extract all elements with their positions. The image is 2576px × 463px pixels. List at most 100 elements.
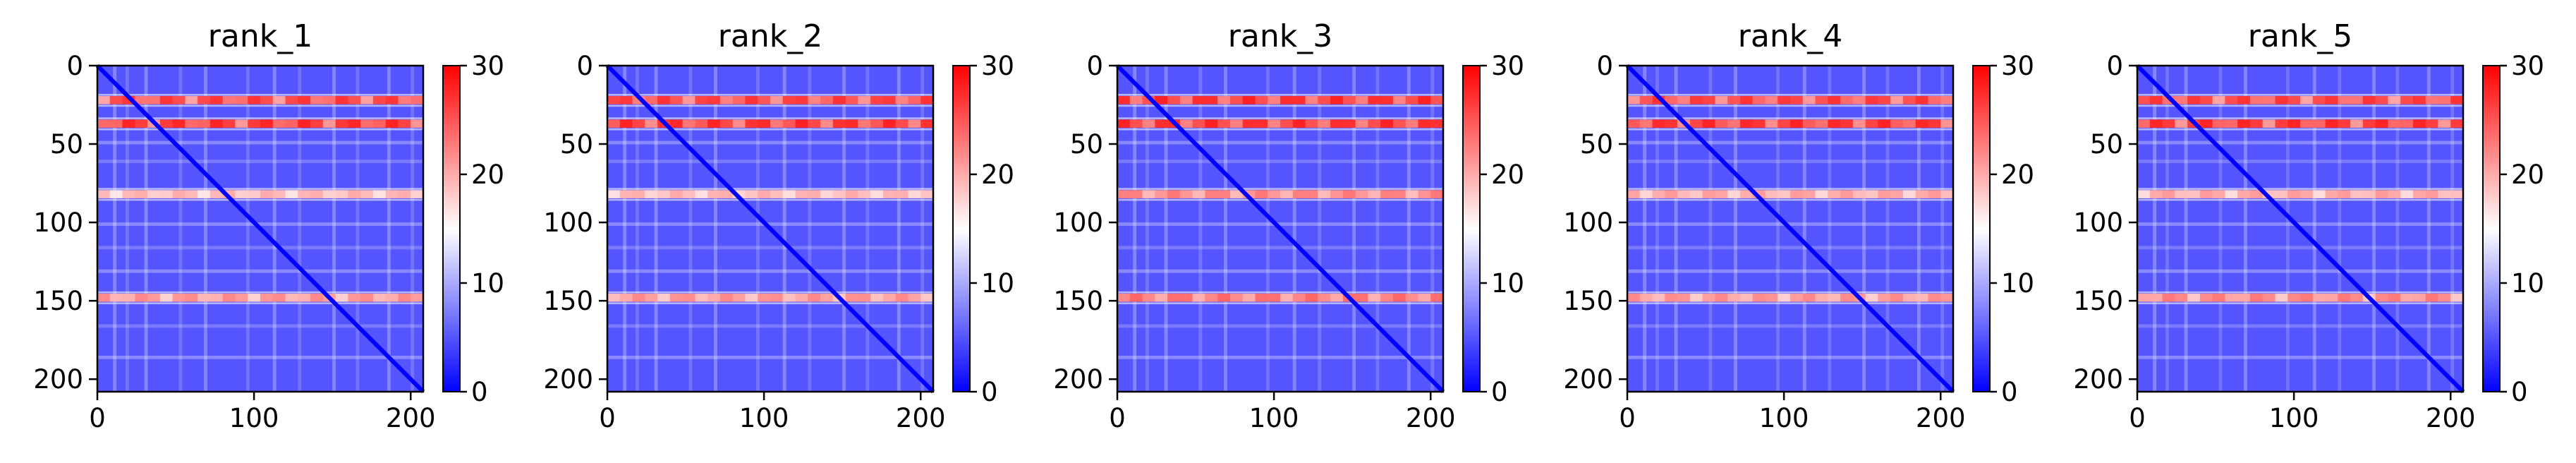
hot-band-cell <box>895 190 909 198</box>
hot-band-cell <box>2137 293 2151 302</box>
heatmap-streak <box>1734 66 1737 392</box>
hot-band-halo <box>607 291 933 294</box>
hot-band-cell <box>669 293 684 302</box>
hot-band-cell <box>2450 293 2464 302</box>
hot-band-halo <box>1117 93 1443 96</box>
hot-band-cell <box>908 96 921 104</box>
heatmap-streak <box>1145 66 1149 392</box>
heatmap-streak <box>411 66 415 392</box>
heatmap-streak <box>1627 246 1953 250</box>
x-tick-label: 0 <box>599 403 616 433</box>
hot-band-cell <box>1205 96 1218 104</box>
hot-band-cell <box>1902 190 1916 198</box>
colorbar-tick-label: 20 <box>471 160 504 190</box>
hot-band-halo <box>2137 93 2463 96</box>
hot-band-cell <box>1890 119 1904 128</box>
y-tick-label: 50 <box>560 129 593 160</box>
hot-band-cell <box>222 190 236 198</box>
hot-band-cell <box>2300 96 2314 104</box>
hot-band-cell <box>172 293 186 302</box>
hot-band-cell <box>1915 293 1928 302</box>
hot-band-cell <box>645 119 658 128</box>
hot-band-cell <box>1765 96 1778 104</box>
hot-band-cell <box>122 293 135 302</box>
hot-band-cell <box>2199 119 2213 128</box>
hot-band-cell <box>657 190 671 198</box>
hot-band-cell <box>632 119 645 128</box>
y-tick-label: 200 <box>2073 364 2123 395</box>
hot-band-cell <box>248 190 261 198</box>
hot-band-cell <box>1217 119 1231 128</box>
hot-band-cell <box>298 190 311 198</box>
hot-band-cell <box>398 96 411 104</box>
hot-band-cell <box>1778 119 1791 128</box>
hot-band-cell <box>2237 119 2251 128</box>
hot-band-cell <box>2425 96 2438 104</box>
heatmap-streak <box>1164 66 1168 392</box>
hot-band <box>1627 188 1954 201</box>
hot-band-cell <box>845 190 858 198</box>
hot-band-cell <box>2137 119 2151 128</box>
hot-band-cell <box>845 293 858 302</box>
chart-title: rank_1 <box>208 18 312 54</box>
hot-band-cell <box>808 190 821 198</box>
hot-band-cell <box>1865 119 1878 128</box>
hot-band-cell <box>159 293 174 302</box>
hot-band-cell <box>310 293 324 302</box>
hot-band-cell <box>2249 119 2264 128</box>
hot-band-cell <box>97 293 111 302</box>
hot-band-cell <box>298 293 311 302</box>
x-tick-label: 100 <box>1759 403 1809 433</box>
heatmap-streak <box>2218 66 2223 392</box>
hot-band-cell <box>1330 190 1344 198</box>
plot-frame <box>96 64 425 393</box>
y-tick-label: 50 <box>50 129 83 160</box>
hot-band-cell <box>1828 190 1841 198</box>
hot-band-cell <box>1778 96 1791 104</box>
heatmap-streak <box>97 246 423 250</box>
heatmap-streak <box>1117 246 1443 250</box>
colorbar-tick-label: 0 <box>2001 377 2018 407</box>
hot-band-cell <box>97 96 111 104</box>
heatmap-streak <box>2137 269 2463 273</box>
hot-band <box>97 188 424 201</box>
hot-band-halo <box>1627 198 1953 201</box>
hot-band-cell <box>272 119 286 128</box>
hot-band-cell <box>1268 96 1281 104</box>
heatmap-streak <box>2338 66 2342 392</box>
heatmap-streak <box>1802 66 1806 392</box>
hot-band-cell <box>1405 119 1418 128</box>
hot-band-cell <box>1665 119 1678 128</box>
hot-band-cell <box>172 119 186 128</box>
hot-band-cell <box>832 119 846 128</box>
hot-band-halo <box>1627 302 1953 305</box>
hot-band-cell <box>2412 119 2426 128</box>
heatmap-streak <box>125 66 129 392</box>
x-tick-label: 200 <box>896 403 946 433</box>
hot-band-cell <box>1155 96 1168 104</box>
hot-band-cell <box>1915 119 1928 128</box>
hot-band-cell <box>1318 293 1331 302</box>
hot-band-cell <box>1739 293 1754 302</box>
colorbar <box>2483 66 2500 392</box>
heatmap-streak <box>1117 324 1443 328</box>
hot-band-cell <box>1928 190 1941 198</box>
hot-band-cell <box>758 190 771 198</box>
hot-band-cell <box>1828 293 1841 302</box>
hot-band <box>2137 117 2464 131</box>
y-tick-label: 200 <box>1563 364 1613 395</box>
hot-band-cell <box>1380 119 1394 128</box>
hot-band-cell <box>222 293 236 302</box>
hot-band-cell <box>1815 293 1828 302</box>
y-tick-label: 100 <box>543 208 593 238</box>
hot-band-cell <box>1268 190 1281 198</box>
hot-band-cell <box>1418 293 1431 302</box>
hot-band-cell <box>2275 293 2288 302</box>
heatmap-diagonal <box>1625 64 1955 394</box>
hot-band-halo <box>1117 117 1443 119</box>
hot-band-cell <box>858 96 871 104</box>
hot-band-cell <box>1355 190 1368 198</box>
y-tick-label: 100 <box>2073 208 2123 238</box>
heatmap-streak <box>1117 160 1443 164</box>
